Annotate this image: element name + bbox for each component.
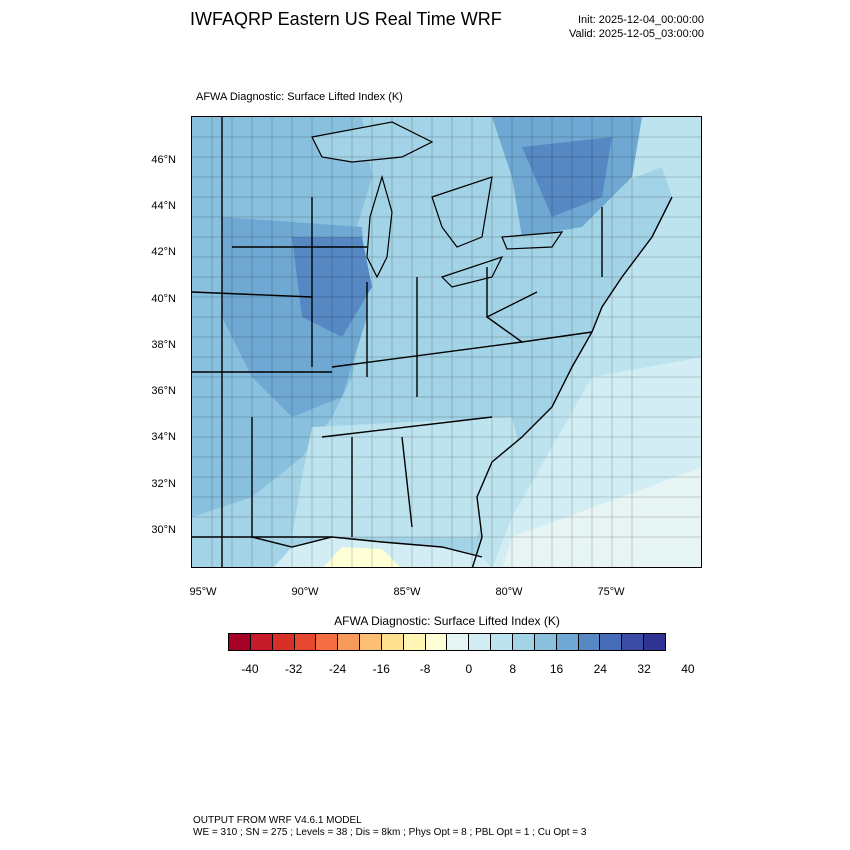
colorbar-swatch [425, 634, 448, 650]
colorbar-swatch [447, 634, 470, 650]
colorbar-swatch [360, 634, 382, 650]
lon-label-85w: 85°W [393, 586, 421, 598]
valid-time: Valid: 2025-12-05_03:00:00 [569, 28, 704, 40]
lon-label-75w: 75°W [597, 586, 625, 598]
colorbar-swatch [469, 634, 492, 650]
lat-label-46n: 46°N [151, 154, 176, 166]
map-title: AFWA Diagnostic: Surface Lifted Index (K… [196, 91, 403, 103]
colorbar-title: AFWA Diagnostic: Surface Lifted Index (K… [334, 614, 560, 628]
coastline [471, 196, 673, 567]
colorbar-label: 24 [593, 662, 607, 676]
colorbar-swatch [272, 634, 295, 650]
lon-label-90w: 90°W [291, 586, 319, 598]
lifted-index-map [192, 117, 701, 567]
lon-label-80w: 80°W [495, 586, 523, 598]
colorbar-swatch [556, 634, 579, 650]
footer-model-config: WE = 310 ; SN = 275 ; Levels = 38 ; Dis … [193, 827, 587, 838]
colorbar-label: -16 [372, 662, 390, 676]
colorbar-label: 16 [549, 662, 564, 676]
lat-label-34n: 34°N [151, 431, 176, 443]
gulf-coastline [192, 536, 483, 558]
colorbar-label: 8 [509, 662, 517, 676]
lon-label-95w: 95°W [189, 586, 217, 598]
lat-label-30n: 30°N [151, 524, 176, 536]
footer-model-info: OUTPUT FROM WRF V4.6.1 MODEL [193, 815, 362, 826]
colorbar-swatch [578, 634, 601, 650]
colorbar-swatch [338, 634, 361, 650]
colorbar-label: -32 [285, 662, 303, 676]
colorbar-swatch [381, 634, 404, 650]
colorbar-swatch [512, 634, 535, 650]
colorbar-label: -8 [419, 662, 431, 676]
colorbar-label: 32 [637, 662, 651, 676]
colorbar-swatch [534, 634, 557, 650]
lat-label-32n: 32°N [151, 478, 176, 490]
lat-label-38n: 38°N [151, 339, 176, 351]
colorbar-swatch [229, 634, 251, 650]
colorbar-swatch [250, 634, 273, 650]
colorbar-label: -24 [328, 662, 347, 676]
colorbar [228, 633, 666, 651]
lat-label-44n: 44°N [151, 200, 176, 212]
colorbar-swatch [294, 634, 317, 650]
colorbar-swatch [622, 634, 645, 650]
lat-label-36n: 36°N [151, 385, 176, 397]
colorbar-label: 40 [681, 662, 695, 676]
colorbar-swatch [403, 634, 426, 650]
init-time: Init: 2025-12-04_00:00:00 [578, 14, 704, 26]
gulf-warm-fill [323, 547, 400, 567]
county-boundaries [192, 117, 701, 567]
colorbar-label: 0 [465, 662, 473, 676]
colorbar-swatch [600, 634, 623, 650]
colorbar-label: -40 [241, 662, 259, 676]
map-frame [191, 116, 702, 568]
colorbar-swatch [644, 634, 665, 650]
main-title: IWFAQRP Eastern US Real Time WRF [190, 9, 502, 29]
lat-label-40n: 40°N [151, 293, 176, 305]
lake-huron [431, 176, 493, 248]
colorbar-swatch [491, 634, 513, 650]
lat-label-42n: 42°N [151, 246, 176, 258]
atlantic-lightest-fill [502, 467, 701, 567]
colorbar-swatch [316, 634, 339, 650]
